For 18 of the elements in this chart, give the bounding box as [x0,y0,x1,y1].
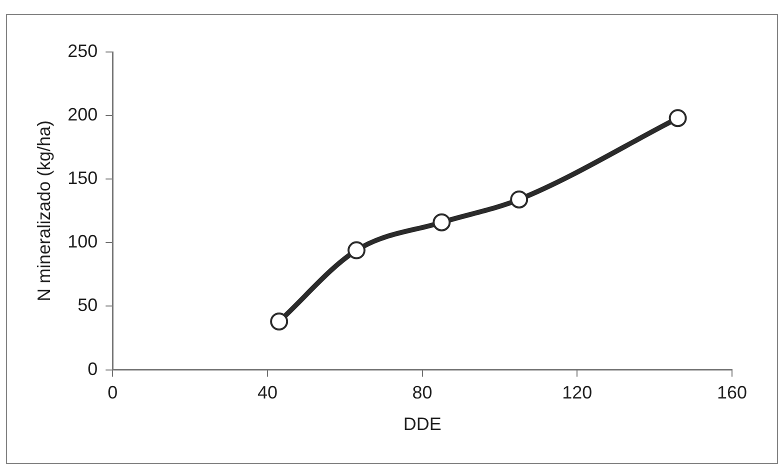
x-tick-label: 120 [562,382,592,403]
point [270,312,288,330]
point [668,109,687,128]
x-tick-label: 80 [412,382,432,403]
x-tick-label: 160 [716,382,748,403]
y-axis-title: N mineralizado (kg/ha) [34,120,54,302]
point [510,190,528,208]
y-tick-label: 50 [78,295,98,316]
y-tick-label: 250 [68,40,98,61]
x-axis-title: DDE [403,414,442,434]
y-tick-label: 150 [68,168,98,188]
x-tick-label: 40 [257,382,278,403]
y-tick-label: 200 [68,104,98,125]
point [348,241,366,260]
y-tick-label: 100 [68,232,98,252]
point [432,213,451,232]
x-tick-label: 0 [108,382,118,403]
y-tick-label: 0 [88,358,98,379]
